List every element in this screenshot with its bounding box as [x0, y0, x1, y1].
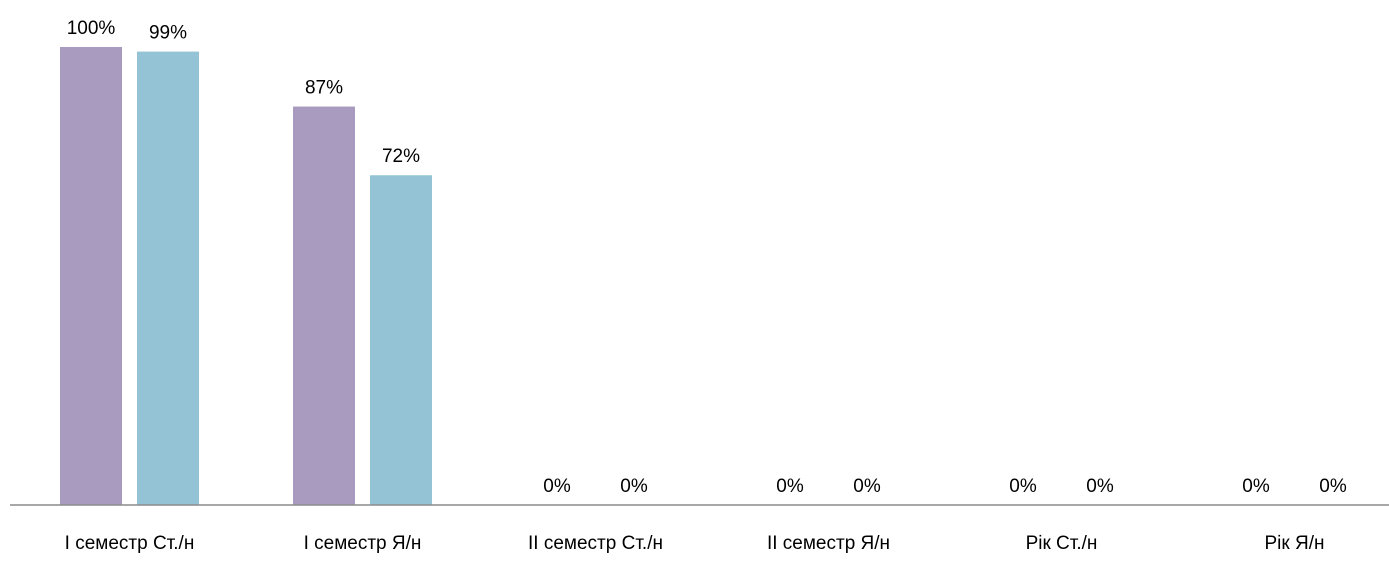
data-label-series2-i-семестр-я-н: 72% — [382, 146, 420, 167]
data-label-series2-рік-ст-н: 0% — [1086, 476, 1114, 497]
x-tick-label-ii-семестр-я-н: II семестр Я/н — [767, 533, 890, 554]
bar-series2-i-семестр-ст-н — [137, 51, 199, 506]
data-label-series2-рік-я-н: 0% — [1319, 476, 1347, 497]
data-label-series1-i-семестр-ст-н: 100% — [67, 18, 116, 39]
x-tick-labels-group: I семестр Ст./н I семестр Я/н II семестр С… — [65, 533, 1325, 554]
data-label-series1-i-семестр-я-н: 87% — [305, 78, 343, 99]
bars-group — [60, 47, 432, 506]
bar-series2-i-семестр-я-н — [370, 175, 432, 506]
data-label-series2-i-семестр-ст-н: 99% — [149, 23, 187, 44]
data-label-series2-ii-семестр-ст-н: 0% — [620, 476, 648, 497]
x-tick-label-рік-я-н: Рік Я/н — [1265, 533, 1325, 554]
value-labels-group: 100% 99% 87% 72% 0% 0% 0% 0% 0% 0% 0% 0% — [67, 18, 1347, 497]
data-label-series1-ii-семестр-ст-н: 0% — [543, 476, 571, 497]
x-tick-label-ii-семестр-ст-н: II семестр Ст./н — [528, 533, 663, 554]
x-tick-label-i-семестр-ст-н: I семестр Ст./н — [65, 533, 195, 554]
x-tick-label-i-семестр-я-н: I семестр Я/н — [304, 533, 422, 554]
data-label-series2-ii-семестр-я-н: 0% — [853, 476, 881, 497]
x-tick-label-рік-ст-н: Рік Ст./н — [1026, 533, 1098, 554]
data-label-series1-рік-ст-н: 0% — [1009, 476, 1037, 497]
data-label-series1-ii-семестр-я-н: 0% — [776, 476, 804, 497]
bar-series1-i-семестр-ст-н — [60, 47, 122, 505]
data-label-series1-рік-я-н: 0% — [1242, 476, 1270, 497]
bar-series1-i-семестр-я-н — [293, 106, 355, 505]
